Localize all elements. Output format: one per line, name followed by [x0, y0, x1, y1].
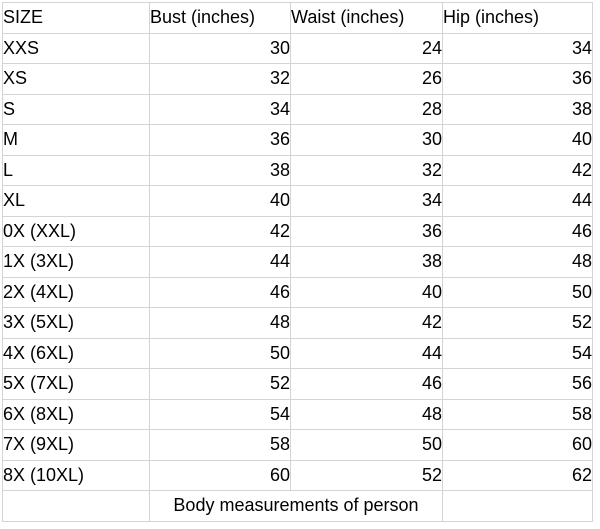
hip-cell: 58	[442, 398, 593, 430]
hip-cell: 34	[442, 32, 593, 64]
waist-cell: 42	[290, 307, 443, 339]
bust-cell: 54	[149, 398, 291, 430]
table-row: 5X (7XL) 52 46 56	[2, 368, 593, 400]
hip-cell: 52	[442, 307, 593, 339]
waist-cell: 38	[290, 246, 443, 278]
table-body: XXS 30 24 34 XS 32 26 36 S 34 28 38 M 36…	[2, 32, 593, 491]
waist-cell: 44	[290, 337, 443, 369]
waist-cell: 48	[290, 398, 443, 430]
bust-cell: 52	[149, 368, 291, 400]
waist-cell: 32	[290, 154, 443, 186]
bust-cell: 32	[149, 63, 291, 95]
hip-cell: 36	[442, 63, 593, 95]
waist-cell: 28	[290, 93, 443, 125]
table-row: XS 32 26 36	[2, 63, 593, 95]
size-cell: XXS	[2, 32, 150, 64]
bust-cell: 50	[149, 337, 291, 369]
waist-cell: 40	[290, 276, 443, 308]
bust-cell: 44	[149, 246, 291, 278]
header-bust: Bust (inches)	[149, 2, 291, 34]
size-cell: 5X (7XL)	[2, 368, 150, 400]
table-row: S 34 28 38	[2, 93, 593, 125]
hip-cell: 62	[442, 459, 593, 491]
waist-cell: 46	[290, 368, 443, 400]
waist-cell: 26	[290, 63, 443, 95]
header-waist: Waist (inches)	[290, 2, 443, 34]
footer-empty-right	[442, 490, 593, 522]
hip-cell: 40	[442, 124, 593, 156]
table-row: L 38 32 42	[2, 154, 593, 186]
table-row: 3X (5XL) 48 42 52	[2, 307, 593, 339]
table-row: 7X (9XL) 58 50 60	[2, 429, 593, 461]
footer-row: Body measurements of person	[2, 490, 593, 522]
hip-cell: 42	[442, 154, 593, 186]
bust-cell: 46	[149, 276, 291, 308]
size-cell: 6X (8XL)	[2, 398, 150, 430]
size-cell: XS	[2, 63, 150, 95]
table-row: 1X (3XL) 44 38 48	[2, 246, 593, 278]
hip-cell: 50	[442, 276, 593, 308]
bust-cell: 38	[149, 154, 291, 186]
table-row: M 36 30 40	[2, 124, 593, 156]
waist-cell: 52	[290, 459, 443, 491]
bust-cell: 42	[149, 215, 291, 247]
size-cell: 8X (10XL)	[2, 459, 150, 491]
size-cell: 2X (4XL)	[2, 276, 150, 308]
size-cell: M	[2, 124, 150, 156]
hip-cell: 54	[442, 337, 593, 369]
table-row: XL 40 34 44	[2, 185, 593, 217]
waist-cell: 24	[290, 32, 443, 64]
header-size: SIZE	[2, 2, 150, 34]
size-cell: L	[2, 154, 150, 186]
size-chart-table: SIZE Bust (inches) Waist (inches) Hip (i…	[2, 2, 593, 522]
bust-cell: 36	[149, 124, 291, 156]
bust-cell: 58	[149, 429, 291, 461]
header-hip: Hip (inches)	[442, 2, 593, 34]
size-cell: 1X (3XL)	[2, 246, 150, 278]
table-row: 0X (XXL) 42 36 46	[2, 215, 593, 247]
bust-cell: 48	[149, 307, 291, 339]
table-row: 4X (6XL) 50 44 54	[2, 337, 593, 369]
size-cell: 7X (9XL)	[2, 429, 150, 461]
hip-cell: 44	[442, 185, 593, 217]
hip-cell: 56	[442, 368, 593, 400]
header-row: SIZE Bust (inches) Waist (inches) Hip (i…	[2, 2, 593, 34]
bust-cell: 30	[149, 32, 291, 64]
size-cell: 0X (XXL)	[2, 215, 150, 247]
waist-cell: 36	[290, 215, 443, 247]
size-cell: 3X (5XL)	[2, 307, 150, 339]
table-row: XXS 30 24 34	[2, 32, 593, 64]
footer-empty-left	[2, 490, 150, 522]
hip-cell: 46	[442, 215, 593, 247]
table-row: 8X (10XL) 60 52 62	[2, 459, 593, 491]
waist-cell: 30	[290, 124, 443, 156]
bust-cell: 60	[149, 459, 291, 491]
size-cell: 4X (6XL)	[2, 337, 150, 369]
bust-cell: 34	[149, 93, 291, 125]
table-row: 6X (8XL) 54 48 58	[2, 398, 593, 430]
waist-cell: 34	[290, 185, 443, 217]
waist-cell: 50	[290, 429, 443, 461]
size-cell: XL	[2, 185, 150, 217]
table-row: 2X (4XL) 46 40 50	[2, 276, 593, 308]
size-cell: S	[2, 93, 150, 125]
bust-cell: 40	[149, 185, 291, 217]
hip-cell: 38	[442, 93, 593, 125]
hip-cell: 60	[442, 429, 593, 461]
size-chart: SIZE Bust (inches) Waist (inches) Hip (i…	[2, 2, 593, 522]
hip-cell: 48	[442, 246, 593, 278]
footer-label: Body measurements of person	[149, 490, 443, 522]
